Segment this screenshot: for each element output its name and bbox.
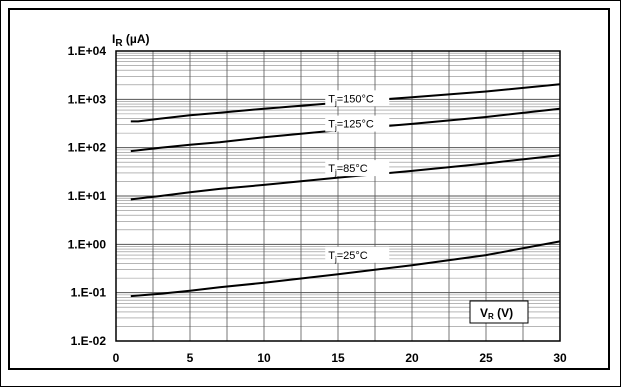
series-label-rest: =25°C	[337, 250, 368, 262]
x-tick-label: 30	[553, 351, 567, 365]
series-label-background	[325, 160, 390, 177]
series-label-main: T	[328, 163, 335, 175]
series-label: Tj=25°C	[328, 250, 368, 264]
series-label: Tj=125°C	[328, 119, 374, 133]
x-axis-title-sub: R	[488, 312, 494, 321]
y-axis-title-main: I	[112, 32, 115, 46]
y-axis-title-sub: R	[115, 38, 123, 49]
series-label-sub: j	[334, 255, 337, 264]
x-axis-title-unit: (V)	[494, 306, 513, 320]
y-tick-label: 1.E+00	[68, 237, 107, 251]
series-label-background	[325, 90, 390, 107]
series-label-rest: =150°C	[337, 93, 374, 105]
x-axis-title: VR (V)	[480, 306, 513, 321]
series-label-main: T	[328, 250, 335, 262]
series-label-background	[325, 246, 390, 263]
series-line	[130, 240, 561, 298]
y-axis-title: IR (µA)	[112, 32, 149, 49]
curves	[130, 83, 561, 298]
series-label-rest: =85°C	[337, 163, 368, 175]
y-tick-labels: 1.E-02 1.E-01 1.E+00 1.E+01 1.E+02 1.E+03 1.E+…	[68, 44, 107, 348]
series-label-rest: =125°C	[337, 119, 374, 131]
x-tick-label: 15	[331, 351, 345, 365]
x-tick-label: 0	[113, 351, 120, 365]
y-tick-label: 1.E+03	[68, 92, 107, 106]
series-label: Tj=150°C	[328, 93, 374, 107]
y-tick-label: 1.E+02	[68, 141, 107, 155]
curve-labels: Tj=150°CTj=125°CTj=85°CTj=25°C	[325, 90, 390, 264]
x-tick-label: 10	[257, 351, 271, 365]
y-tick-label: 1.E+01	[68, 189, 107, 203]
series-label-sub: j	[334, 124, 337, 133]
series-label-sub: j	[334, 168, 337, 177]
series-label: Tj=85°C	[328, 163, 368, 177]
series-line	[130, 83, 561, 123]
x-axis-title-main: V	[480, 306, 488, 320]
x-tick-label: 25	[479, 351, 493, 365]
plot-border	[115, 50, 561, 342]
y-tick-label: 1.E-02	[71, 334, 107, 348]
series-label-main: T	[328, 93, 335, 105]
x-tick-labels: 0 5 10 15 20 25 30	[113, 351, 567, 365]
series-label-main: T	[328, 119, 335, 131]
x-tick-label: 20	[405, 351, 419, 365]
y-tick-label: 1.E+04	[68, 44, 107, 58]
y-tick-label: 1.E-01	[71, 286, 107, 300]
series-line	[130, 154, 561, 201]
series-label-sub: j	[334, 98, 337, 107]
x-axis-title-box	[469, 300, 529, 324]
x-tick-label: 5	[187, 351, 194, 365]
y-axis-title-unit: (µA)	[123, 32, 150, 46]
series-label-background	[325, 115, 390, 132]
series-line	[130, 107, 561, 153]
